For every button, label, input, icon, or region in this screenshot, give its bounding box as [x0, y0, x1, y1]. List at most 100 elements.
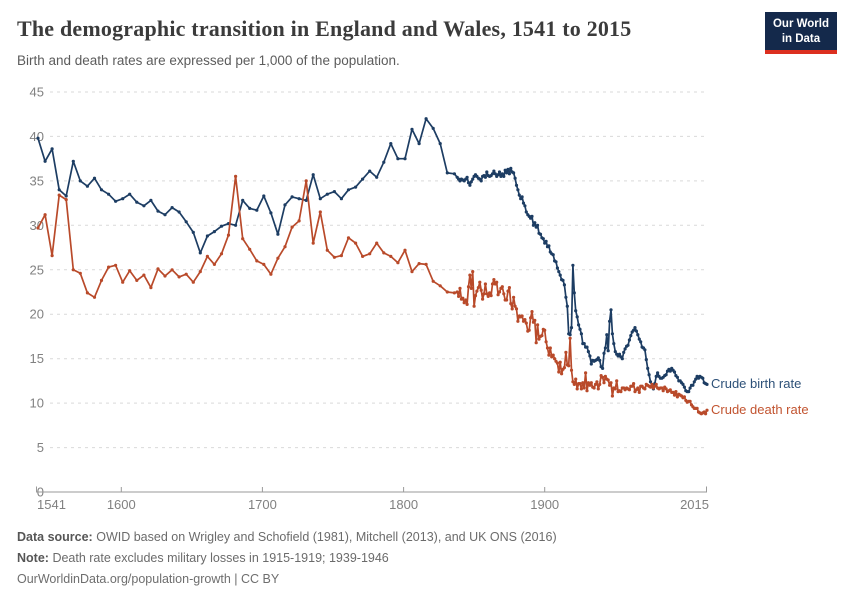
data-point-marker — [485, 292, 489, 296]
data-point-marker — [694, 377, 698, 381]
data-point-marker — [687, 390, 691, 394]
data-point-marker — [483, 282, 487, 286]
x-axis-tick-label: 2015 — [680, 497, 709, 512]
data-point-marker — [346, 188, 351, 192]
data-point-marker — [524, 210, 528, 214]
data-point-marker — [226, 233, 231, 237]
data-point-marker — [569, 326, 574, 330]
license-line[interactable]: OurWorldinData.org/population-growth | C… — [17, 572, 280, 586]
data-point-marker — [644, 358, 648, 362]
data-point-marker — [596, 387, 600, 391]
data-point-marker — [382, 160, 386, 164]
data-point-marker — [368, 169, 372, 173]
data-point-marker — [596, 356, 600, 360]
data-point-marker — [332, 190, 336, 194]
data-point-marker — [149, 198, 153, 202]
data-point-marker — [304, 198, 308, 202]
data-point-marker — [574, 309, 578, 313]
data-point-marker — [50, 147, 54, 151]
data-point-marker — [613, 387, 617, 391]
data-point-marker — [149, 286, 153, 290]
data-point-marker — [57, 188, 61, 192]
data-point-marker — [643, 348, 647, 352]
data-point-marker — [472, 304, 476, 308]
data-point-marker — [671, 390, 675, 394]
data-point-marker — [78, 179, 82, 183]
data-point-marker — [468, 273, 472, 277]
data-point-marker — [496, 173, 500, 177]
data-point-marker — [668, 369, 672, 373]
data-point-marker — [354, 185, 358, 189]
data-point-marker — [553, 357, 557, 361]
data-point-marker — [650, 382, 654, 386]
data-point-marker — [656, 371, 660, 375]
data-point-marker — [634, 329, 639, 333]
data-point-marker — [544, 340, 548, 344]
data-point-marker — [438, 284, 442, 288]
data-point-marker — [468, 183, 472, 187]
data-point-marker — [475, 289, 479, 293]
data-point-marker — [586, 350, 591, 354]
data-point-marker — [554, 260, 558, 264]
data-point-marker — [527, 328, 531, 332]
data-point-marker — [572, 382, 576, 386]
data-point-marker — [648, 385, 653, 389]
data-point-marker — [523, 204, 527, 208]
data-point-marker — [163, 274, 167, 278]
data-point-marker — [85, 184, 89, 188]
data-point-marker — [497, 170, 502, 174]
data-point-marker — [654, 382, 658, 386]
data-point-marker — [548, 346, 552, 350]
data-point-marker — [681, 382, 685, 386]
data-point-marker — [107, 192, 111, 196]
data-point-marker — [389, 142, 393, 146]
data-point-marker — [241, 237, 245, 241]
data-point-marker — [163, 213, 167, 217]
data-point-marker — [502, 174, 506, 178]
data-point-marker — [135, 200, 139, 204]
data-point-marker — [521, 201, 526, 205]
owid-logo[interactable]: Our World in Data — [764, 12, 837, 54]
data-point-marker — [318, 197, 322, 201]
data-point-marker — [410, 270, 414, 274]
data-point-marker — [561, 278, 565, 282]
data-point-marker — [479, 179, 483, 183]
data-point-marker — [509, 166, 513, 170]
data-point-marker — [276, 256, 280, 260]
data-point-marker — [311, 241, 315, 245]
data-point-marker — [610, 394, 615, 398]
data-point-marker — [332, 255, 336, 259]
note-line: Note: Death rate excludes military losse… — [17, 548, 557, 569]
data-point-marker — [562, 283, 567, 287]
data-point-marker — [664, 373, 668, 377]
data-point-marker — [564, 295, 568, 299]
data-point-marker — [389, 254, 393, 258]
data-point-marker — [551, 353, 555, 357]
data-point-marker — [627, 388, 632, 392]
data-point-marker — [574, 377, 578, 381]
data-point-marker — [234, 174, 238, 178]
note-label: Note: — [17, 551, 49, 565]
data-point-marker — [297, 219, 301, 223]
data-point-marker — [582, 386, 586, 390]
data-point-marker — [622, 350, 626, 354]
data-point-marker — [455, 290, 459, 294]
data-point-marker — [672, 393, 677, 397]
data-point-marker — [339, 197, 343, 201]
data-point-marker — [177, 210, 181, 214]
data-point-marker — [212, 230, 216, 234]
data-point-marker — [92, 176, 97, 180]
data-point-marker — [530, 310, 534, 314]
data-point-marker — [588, 383, 592, 387]
data-point-marker — [537, 337, 541, 341]
data-point-marker — [375, 241, 379, 245]
data-point-marker — [516, 319, 520, 323]
data-point-marker — [493, 172, 497, 176]
data-point-marker — [620, 357, 624, 361]
data-point-marker — [619, 390, 623, 394]
data-point-marker — [85, 291, 89, 295]
data-point-marker — [692, 380, 696, 384]
data-point-marker — [560, 372, 564, 376]
data-point-marker — [462, 301, 466, 305]
